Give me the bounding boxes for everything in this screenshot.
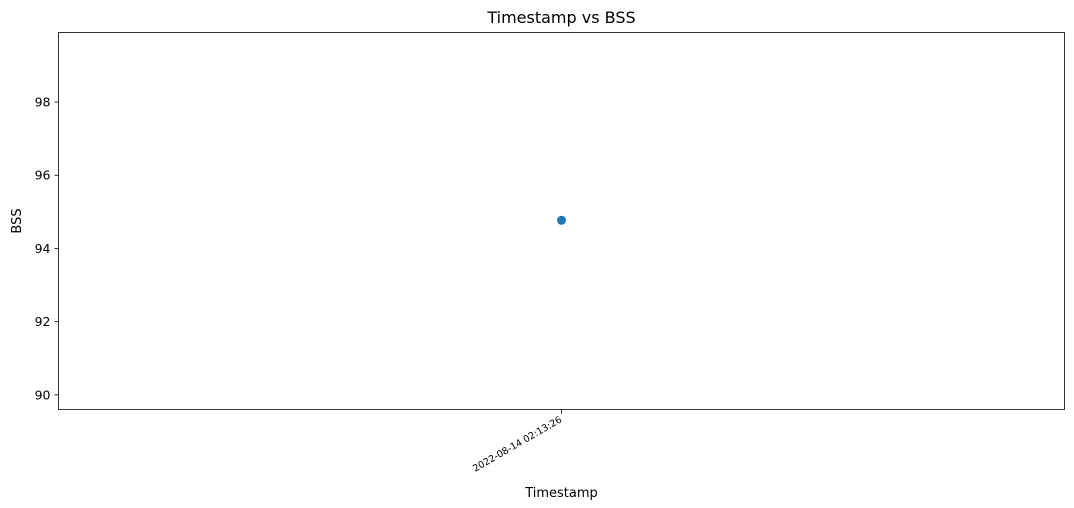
chart-title: Timestamp vs BSS (486, 8, 635, 27)
y-tick-label: 96 (35, 168, 51, 183)
data-point (557, 215, 566, 225)
y-axis: 90 92 94 96 98 (35, 95, 59, 402)
y-tick-label: 90 (35, 387, 51, 402)
y-tick-label: 92 (35, 314, 51, 329)
x-axis-label: Timestamp (524, 486, 598, 501)
y-tick-label: 98 (35, 95, 51, 110)
x-tick-label: 2022-08-14 02:13:26 (471, 415, 564, 475)
data-points (557, 215, 566, 225)
y-axis-label: BSS (10, 208, 25, 233)
x-axis: 2022-08-14 02:13:26 (471, 409, 564, 475)
y-tick-label: 94 (35, 241, 51, 256)
